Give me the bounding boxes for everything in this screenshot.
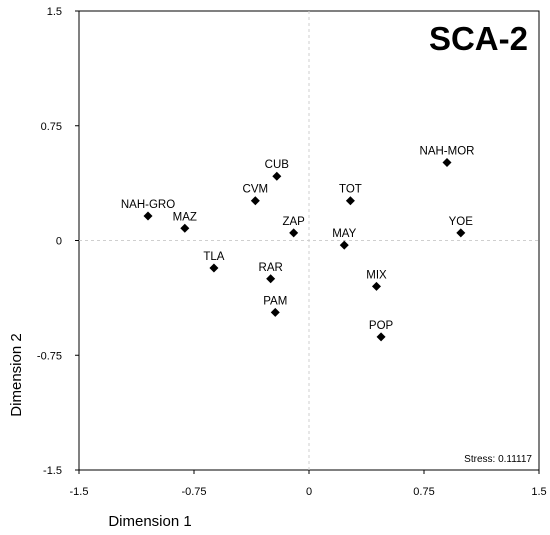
x-tick-label: 0.75 — [413, 486, 434, 498]
data-point-marker — [270, 307, 280, 317]
data-point-marker — [376, 332, 386, 342]
data-point-marker — [266, 274, 276, 284]
data-point-label: MAZ — [173, 211, 197, 223]
data-point-label: CUB — [265, 159, 290, 171]
data-point-label: CVM — [243, 184, 269, 196]
data-point-marker — [272, 171, 282, 181]
data-point-label: RAR — [259, 262, 283, 274]
data-point-marker — [209, 263, 219, 273]
data-point-marker — [345, 196, 355, 206]
data-point-label: MIX — [366, 269, 387, 281]
zero-reference-lines — [79, 11, 539, 470]
x-tick-label: -1.5 — [70, 486, 89, 498]
axis-ticks: -1.5 -0.75 0 0.75 1.5 1.5 0.75 0 -0.75 -1.5 — [37, 6, 547, 498]
data-point-marker — [456, 228, 466, 238]
data-point-label: NAH-GRO — [121, 199, 175, 211]
data-point-label: YOE — [449, 216, 474, 228]
y-tick-label: 0 — [56, 236, 62, 248]
y-tick-label: -0.75 — [37, 350, 62, 362]
y-tick-label: 0.75 — [41, 121, 62, 133]
data-point-label: TLA — [203, 251, 224, 263]
data-point-marker — [289, 228, 299, 238]
x-tick-label: -0.75 — [181, 486, 206, 498]
x-tick-label: 0 — [306, 486, 312, 498]
data-point-label: TOT — [339, 184, 362, 196]
data-point-label: PAM — [263, 295, 287, 307]
chart-title: SCA-2 — [429, 20, 528, 57]
data-point-label: MAY — [332, 228, 356, 240]
y-tick-label: -1.5 — [43, 465, 62, 477]
data-point-marker — [371, 281, 381, 291]
data-point-label: NAH-MOR — [420, 145, 475, 157]
data-point-label: POP — [369, 320, 394, 332]
y-axis-title: Dimension 2 — [8, 333, 25, 416]
stress-label: Stress: 0.11117 — [464, 454, 532, 465]
data-point-marker — [180, 223, 190, 233]
x-tick-label: 1.5 — [531, 486, 546, 498]
data-point-marker — [442, 157, 452, 167]
data-point-marker — [339, 240, 349, 250]
y-tick-label: 1.5 — [47, 6, 62, 18]
data-point-label: ZAP — [282, 216, 305, 228]
data-point-marker — [143, 211, 153, 221]
x-axis-title: Dimension 1 — [108, 513, 191, 530]
data-point-marker — [250, 196, 260, 206]
